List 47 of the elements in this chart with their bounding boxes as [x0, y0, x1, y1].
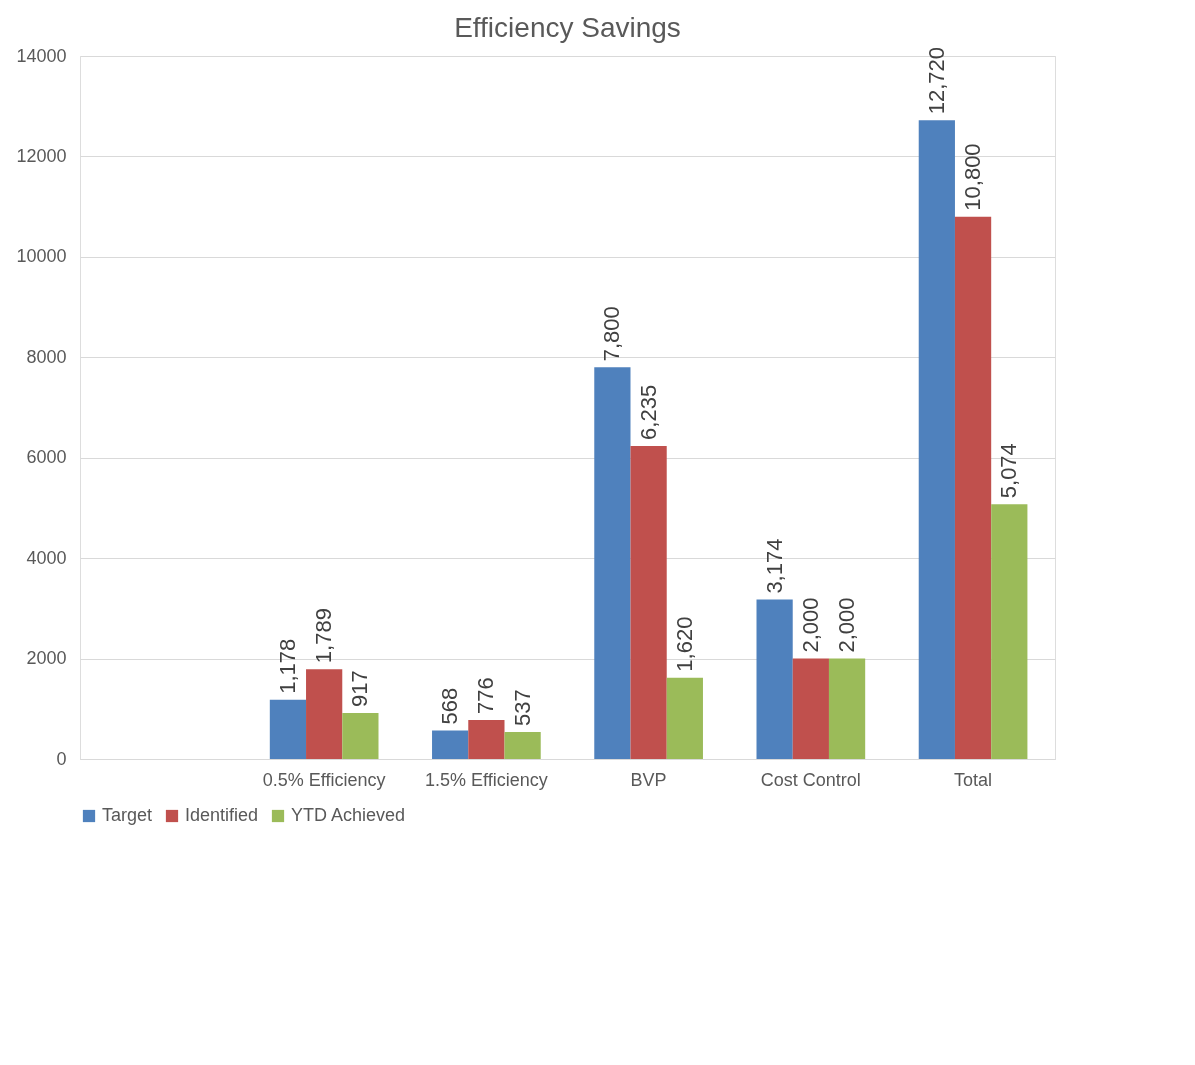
data-label: 7,800	[599, 306, 625, 362]
bar	[630, 445, 667, 759]
bar	[756, 599, 793, 759]
data-label: 568	[437, 687, 463, 725]
y-tick-label: 10000	[16, 246, 67, 267]
data-label: 10,800	[960, 143, 986, 211]
bar	[432, 730, 469, 759]
bar	[828, 658, 866, 759]
y-tick-label: 6000	[26, 447, 67, 468]
data-label: 2,000	[834, 597, 860, 653]
bar	[468, 720, 505, 759]
data-label: 1,789	[311, 608, 337, 664]
y-tick-label: 2000	[26, 648, 67, 669]
x-tick-label: Cost Control	[760, 769, 861, 790]
data-label: 5,074	[996, 443, 1022, 499]
data-label: 776	[473, 677, 499, 715]
x-tick-label: 1.5% Efficiency	[425, 769, 548, 790]
legend-label: Target	[102, 805, 153, 825]
bar	[991, 504, 1028, 759]
data-label: 6,235	[635, 384, 661, 440]
legend-label: YTD Achieved	[291, 805, 406, 825]
y-tick-label: 14000	[16, 45, 67, 66]
bar	[918, 120, 955, 759]
x-tick-label: Total	[954, 769, 993, 790]
data-label: 2,000	[797, 597, 823, 653]
bar	[954, 216, 992, 759]
data-label: 537	[509, 689, 535, 727]
x-tick-label: 0.5% Efficiency	[262, 769, 386, 790]
bar	[792, 658, 829, 759]
legend-label: Identified	[185, 805, 259, 825]
bar	[666, 677, 703, 759]
y-tick-label: 0	[56, 748, 67, 769]
bar	[594, 367, 631, 759]
bar	[306, 669, 343, 759]
chart-title: Efficiency Savings	[454, 11, 681, 43]
data-label: 3,174	[761, 538, 787, 594]
bar	[342, 712, 379, 759]
x-tick-label: BVP	[630, 769, 667, 790]
y-tick-label: 12000	[16, 145, 67, 166]
data-label: 12,720	[923, 46, 949, 115]
y-tick-label: 4000	[26, 547, 67, 568]
bar	[504, 732, 541, 759]
data-label: 1,178	[274, 638, 300, 694]
y-tick-label: 8000	[26, 346, 67, 367]
bar	[269, 699, 307, 759]
data-label: 917	[347, 670, 373, 707]
data-label: 1,620	[671, 616, 697, 672]
